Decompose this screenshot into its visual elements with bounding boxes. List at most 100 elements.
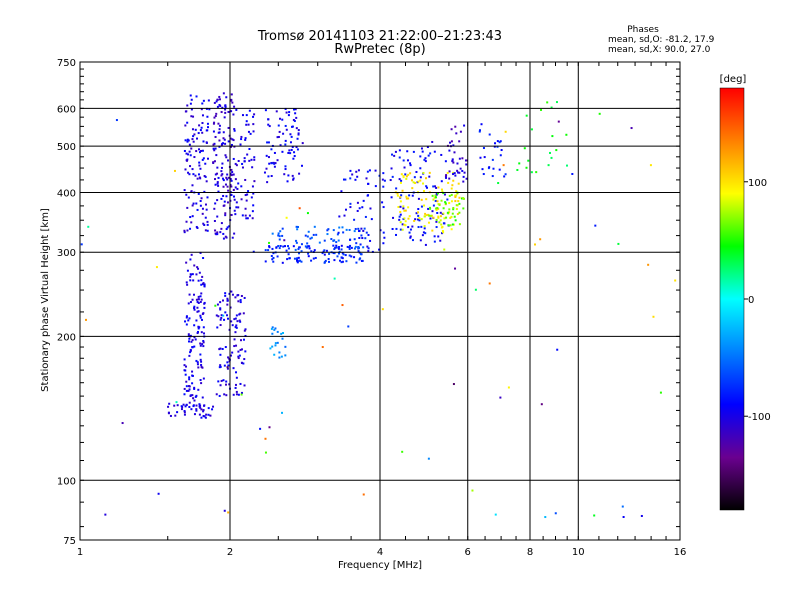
chart-title: Tromsø 20141103 21:22:00–21:23:43 [257,29,502,44]
data-point [409,235,412,238]
data-point [236,187,239,190]
data-point [191,298,194,301]
data-point [281,234,284,237]
data-point [183,231,186,234]
data-point [381,308,384,311]
data-point [355,261,358,264]
data-point [382,206,385,209]
data-point [222,92,225,95]
data-point [444,175,447,178]
data-point [400,173,403,176]
data-point [275,246,278,249]
data-point [220,222,223,225]
data-point [292,118,295,121]
data-point [459,167,462,170]
data-point [335,246,338,249]
data-point [312,257,315,260]
data-point [341,257,344,260]
data-point [270,148,273,151]
data-point [234,162,237,165]
data-point [431,194,434,197]
data-point [455,204,458,207]
data-point [197,366,200,369]
data-point [193,264,196,267]
data-point [507,386,510,389]
data-point [239,382,242,385]
data-point [186,138,189,141]
data-point [436,207,439,210]
data-point [432,198,435,201]
data-point [230,110,233,113]
data-point [201,149,204,152]
data-point [290,148,293,151]
data-point [275,110,278,113]
data-point [204,162,207,165]
data-point [293,257,296,260]
data-point [286,180,289,183]
data-point [281,261,284,264]
data-point [203,283,206,286]
data-point [202,415,205,418]
data-point [312,233,315,236]
data-point [349,202,352,205]
data-point [449,224,452,227]
data-point [565,164,568,167]
data-point [252,123,255,126]
data-point [249,132,252,135]
data-point [231,324,234,327]
colorbar-label: [deg] [720,74,747,85]
data-point [474,288,477,291]
data-point [276,341,279,344]
data-point [270,327,273,330]
data-point [215,100,218,103]
data-point [205,141,208,144]
data-point [173,404,176,407]
data-point [342,231,345,234]
data-point [193,387,196,390]
data-point [417,197,420,200]
data-point [535,171,538,174]
data-point [211,408,214,411]
data-point [424,157,427,160]
data-point [278,351,281,354]
data-point [498,168,501,171]
data-point [402,176,405,179]
data-point [189,394,192,397]
data-point [374,169,377,172]
data-point [197,132,200,135]
data-point [282,331,285,334]
data-point [427,207,430,210]
data-point [212,122,215,125]
data-point [230,93,233,96]
data-point [250,158,253,161]
data-point [353,218,356,221]
data-point [440,223,443,226]
data-point [189,273,192,276]
data-point [411,194,414,197]
data-point [361,237,364,240]
data-point [230,98,233,101]
data-point [191,374,194,377]
data-point [227,364,230,367]
data-point [399,213,402,216]
data-point [444,160,447,163]
stats-line-x: mean, sd,X: 90.0, 27.0 [608,45,711,55]
data-point [235,393,238,396]
data-point [458,157,461,160]
data-point [240,361,243,364]
data-point [402,175,405,178]
data-point [200,197,203,200]
data-point [288,257,291,260]
data-point [185,193,188,196]
data-point [427,221,430,224]
data-point [193,156,196,159]
data-point [443,193,446,196]
colorbar-tick-label: -100 [748,412,771,423]
data-point [344,178,347,181]
data-point [442,207,445,210]
data-point [204,203,207,206]
data-point [404,173,407,176]
data-point [205,208,208,211]
data-point [198,161,201,164]
data-point [408,231,411,234]
